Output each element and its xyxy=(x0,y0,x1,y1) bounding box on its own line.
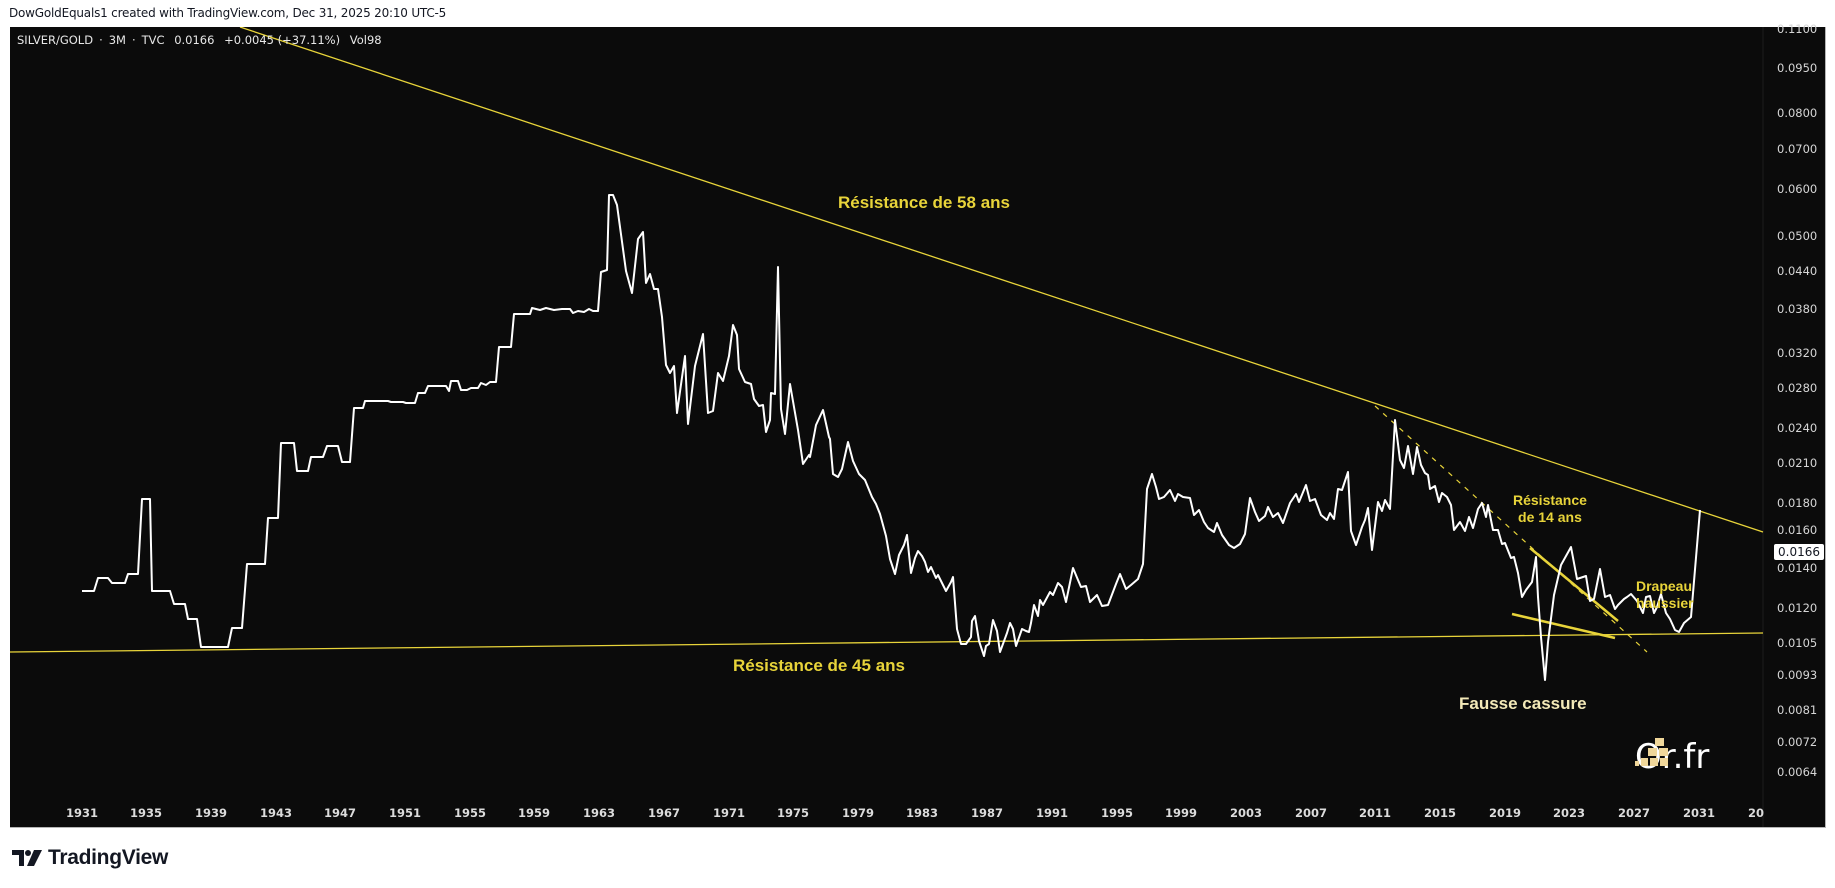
price-tick: 0.0072 xyxy=(1777,735,1818,749)
legend-sep: · xyxy=(131,33,136,47)
annotation-resistance-58[interactable]: Résistance de 58 ans xyxy=(838,193,1010,212)
legend-interval[interactable]: 3M xyxy=(108,33,126,47)
price-tick: 0.0093 xyxy=(1777,668,1818,682)
time-tick: 1995 xyxy=(1100,806,1134,820)
price-tick: 0.0500 xyxy=(1777,229,1818,243)
time-tick: 2007 xyxy=(1294,806,1328,820)
flag-lower-line[interactable] xyxy=(1511,612,1616,640)
time-tick: 2003 xyxy=(1229,806,1263,820)
time-tick: 2019 xyxy=(1488,806,1522,820)
time-tick: 20 xyxy=(1747,806,1765,820)
orfr-watermark: Or.fr xyxy=(1635,737,1709,777)
price-tick: 0.0440 xyxy=(1777,264,1818,278)
time-tick: 1931 xyxy=(65,806,99,820)
price-tick: 0.0120 xyxy=(1777,601,1818,615)
legend-change: +0.0045 (+37.11%) xyxy=(224,33,341,47)
time-tick: 1967 xyxy=(647,806,681,820)
annotation-line: de 14 ans xyxy=(1518,508,1582,525)
time-tick: 1955 xyxy=(453,806,487,820)
time-tick: 1999 xyxy=(1164,806,1198,820)
price-tick: 0.0064 xyxy=(1777,765,1818,779)
chart-credit: DowGoldEquals1 created with TradingView.… xyxy=(9,6,447,20)
time-tick: 1987 xyxy=(970,806,1004,820)
orfr-text: Or.fr xyxy=(1635,737,1710,777)
legend-last-price: 0.0166 xyxy=(174,33,215,47)
annotation-bull-flag[interactable]: Drapeau haussier xyxy=(1636,578,1694,612)
annotation-line: Résistance xyxy=(1513,492,1587,508)
price-tick: 0.0600 xyxy=(1777,182,1818,196)
gold-bars-icon xyxy=(1635,738,1668,766)
time-tick: 2015 xyxy=(1423,806,1457,820)
annotation-resistance-45[interactable]: Résistance de 45 ans xyxy=(733,656,905,675)
tradingview-logo-icon xyxy=(12,850,42,866)
annotation-line: haussier xyxy=(1636,594,1694,611)
time-tick: 2023 xyxy=(1552,806,1586,820)
price-tick: 0.0105 xyxy=(1777,636,1818,650)
last-price-label: 0.0166 xyxy=(1774,544,1824,560)
time-tick: 1975 xyxy=(776,806,810,820)
price-tick: 0.0950 xyxy=(1777,61,1818,75)
legend-symbol[interactable]: SILVER/GOLD xyxy=(17,33,94,47)
annotation-resistance-14[interactable]: Résistance de 14 ans xyxy=(1513,492,1587,526)
price-tick: 0.0800 xyxy=(1777,106,1818,120)
time-tick: 1983 xyxy=(905,806,939,820)
price-tick: 0.0180 xyxy=(1777,496,1818,510)
trendline-45-years[interactable] xyxy=(10,632,1764,653)
trendline-14-years-dashed[interactable] xyxy=(1374,405,1648,653)
time-tick: 1943 xyxy=(259,806,293,820)
time-tick: 1935 xyxy=(129,806,163,820)
time-tick: 1991 xyxy=(1035,806,1069,820)
time-tick: 1939 xyxy=(194,806,228,820)
chart-legend: SILVER/GOLD · 3M · TVC 0.0166 +0.0045 (+37.1… xyxy=(17,33,388,47)
time-tick: 1959 xyxy=(517,806,551,820)
annotation-false-break[interactable]: Fausse cassure xyxy=(1459,694,1587,713)
flag-upper-line[interactable] xyxy=(1529,547,1619,622)
price-tick: 0.0140 xyxy=(1777,561,1818,575)
price-tick: 0.0320 xyxy=(1777,346,1818,360)
trendline-58-years[interactable] xyxy=(239,27,1764,533)
price-line[interactable] xyxy=(82,194,1701,681)
time-tick: 1979 xyxy=(841,806,875,820)
time-tick: 1951 xyxy=(388,806,422,820)
legend-sep: · xyxy=(99,33,103,47)
legend-source: TVC xyxy=(141,33,165,47)
price-tick: 0.1100 xyxy=(1777,22,1818,36)
price-tick: 0.0700 xyxy=(1777,142,1818,156)
time-tick: 1971 xyxy=(712,806,746,820)
time-tick: 1947 xyxy=(323,806,357,820)
price-tick: 0.0380 xyxy=(1777,302,1818,316)
tradingview-footer[interactable]: TradingView xyxy=(12,846,168,870)
time-tick: 2031 xyxy=(1682,806,1716,820)
price-tick: 0.0081 xyxy=(1777,703,1818,717)
price-tick: 0.0210 xyxy=(1777,456,1818,470)
chart-canvas[interactable] xyxy=(10,27,1825,827)
price-tick: 0.0280 xyxy=(1777,381,1818,395)
tradingview-brand: TradingView xyxy=(48,846,169,869)
legend-volume: Vol98 xyxy=(349,33,382,47)
annotation-line: Drapeau xyxy=(1636,578,1693,594)
price-tick: 0.0160 xyxy=(1777,523,1818,537)
time-tick: 2011 xyxy=(1358,806,1392,820)
chart-pane[interactable]: SILVER/GOLD · 3M · TVC 0.0166 +0.0045 (+37.1… xyxy=(10,22,1826,828)
time-tick: 2027 xyxy=(1617,806,1651,820)
time-tick: 1963 xyxy=(582,806,616,820)
price-tick: 0.0240 xyxy=(1777,421,1818,435)
